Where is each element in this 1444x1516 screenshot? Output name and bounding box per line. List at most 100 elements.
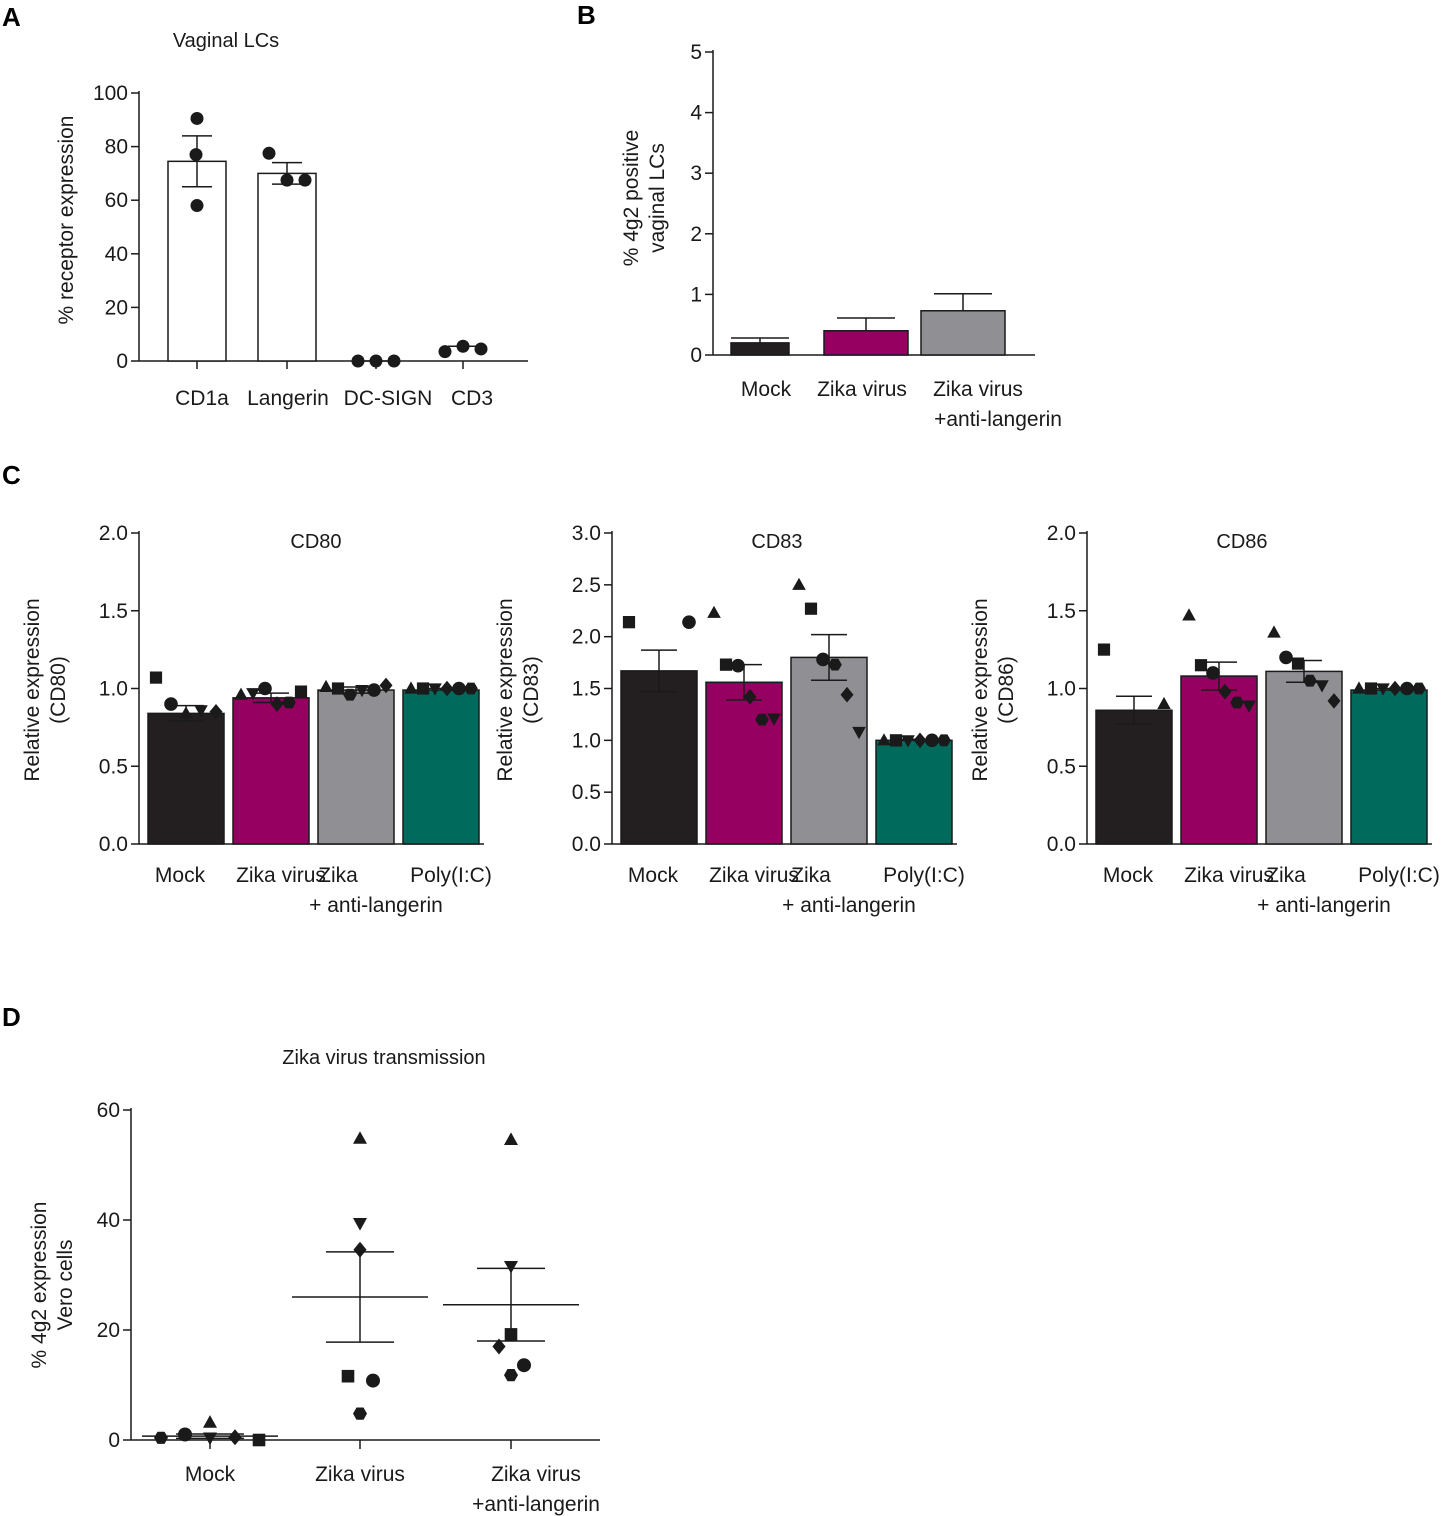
chart-c1-bar xyxy=(317,689,395,845)
panel-letter-c: C xyxy=(2,460,21,490)
chart-a-x-tick-label: CD3 xyxy=(451,387,493,410)
chart-a-y-tick-label: 100 xyxy=(93,82,128,105)
chart-c2-x-tick-label: + anti-langerin xyxy=(782,894,916,917)
chart-a-point xyxy=(369,354,383,368)
chart-c2-point xyxy=(792,577,806,590)
chart-a-bar xyxy=(257,172,317,362)
chart-d-point xyxy=(353,1407,367,1420)
chart-b-y-tick-label: 3 xyxy=(690,162,702,185)
panel-letter-b: B xyxy=(577,0,596,30)
chart-c2-point xyxy=(925,733,939,748)
chart-c3-point xyxy=(1327,693,1341,709)
chart-c1-point xyxy=(194,705,208,718)
chart-b-bar xyxy=(823,330,909,356)
chart-d-point xyxy=(353,1241,367,1258)
chart-c2-point xyxy=(743,689,757,705)
chart-c1-point xyxy=(149,671,163,684)
chart-a-point xyxy=(438,345,452,359)
chart-d-y-axis-label: Vero cells xyxy=(54,1239,77,1330)
chart-a-point xyxy=(474,342,488,356)
chart-c1-point xyxy=(428,683,442,696)
panel-letter-d: D xyxy=(2,1002,21,1032)
chart-b-y-tick-label: 0 xyxy=(690,344,702,367)
chart-a-title: Vaginal LCs xyxy=(173,30,279,52)
chart-b-x-tick-label: Zika virus xyxy=(933,378,1023,401)
chart-c3-point xyxy=(1315,680,1329,693)
chart-d-x-tick-label: Mock xyxy=(185,1463,236,1486)
chart-c3-point xyxy=(1230,696,1244,709)
chart-a-y-tick-label: 80 xyxy=(105,136,128,159)
chart-c1-point xyxy=(282,696,296,709)
chart-c1-x-tick-label: + anti-langerin xyxy=(309,894,443,917)
chart-d-point xyxy=(203,1432,217,1446)
chart-c2-point xyxy=(840,686,854,703)
chart-c3-x-tick-label: Zika virus xyxy=(1184,864,1274,887)
chart-b-x-tick-label: +anti-langerin xyxy=(934,408,1062,431)
chart-d-point xyxy=(353,1218,367,1231)
chart-c1-y-axis-label: (CD80) xyxy=(47,656,70,724)
chart-c2-point xyxy=(755,713,769,726)
chart-c2-point xyxy=(901,735,915,748)
chart-b-y-tick-label: 5 xyxy=(690,41,702,64)
chart-c2-x-tick-label: Zika xyxy=(791,864,831,887)
chart-c2-title: CD83 xyxy=(751,531,802,553)
chart-c2-point xyxy=(719,658,733,671)
chart-c3-point xyxy=(1412,682,1426,695)
chart-c2-y-tick-label: 0.0 xyxy=(572,833,601,856)
chart-d-point xyxy=(492,1338,506,1355)
chart-b-y-tick-label: 1 xyxy=(690,283,702,306)
chart-d-point xyxy=(504,1369,518,1382)
chart-c1-point xyxy=(379,677,393,694)
chart-c2-x-tick-label: Poly(I:C) xyxy=(883,864,965,887)
chart-c3-x-tick-label: Poly(I:C) xyxy=(1358,864,1440,887)
chart-c1-y-tick-label: 2.0 xyxy=(99,522,128,545)
chart-b-bar xyxy=(730,342,790,356)
chart-c3-bar xyxy=(1350,689,1428,845)
chart-c1-bar xyxy=(232,697,310,845)
chart-a-point xyxy=(190,111,204,125)
chart-c2-point xyxy=(682,615,696,629)
chart-a-point xyxy=(262,146,276,160)
chart-d-point xyxy=(228,1429,242,1446)
panel-letter-a: A xyxy=(2,2,21,32)
chart-a-y-tick-label: 20 xyxy=(105,296,128,319)
chart-c1-y-tick-label: 0.5 xyxy=(99,755,128,778)
chart-c2-bar xyxy=(705,681,783,845)
chart-c1-point xyxy=(331,682,345,695)
chart-c3-bar xyxy=(1095,709,1173,845)
chart-a-y-tick-label: 0 xyxy=(116,350,128,373)
chart-c1-x-tick-label: Zika virus xyxy=(236,864,326,887)
chart-c1-point xyxy=(367,683,381,697)
chart-c2-bar xyxy=(790,656,868,845)
chart-c2-point xyxy=(767,713,781,726)
chart-a-point xyxy=(456,339,470,353)
chart-c3-y-tick-label: 0.5 xyxy=(1047,755,1076,778)
chart-a-x-tick-label: Langerin xyxy=(247,387,329,410)
chart-d-point xyxy=(353,1131,367,1144)
chart-c1-title: CD80 xyxy=(290,531,341,553)
chart-c1-point xyxy=(404,681,418,694)
chart-c3-point xyxy=(1291,657,1305,670)
chart-d-point xyxy=(178,1427,192,1442)
chart-c3-title: CD86 xyxy=(1216,531,1267,553)
chart-c2-point xyxy=(731,658,745,673)
chart-c2-point xyxy=(816,652,830,667)
chart-c1-point xyxy=(319,679,333,692)
chart-c3-x-tick-label: Zika xyxy=(1266,864,1306,887)
chart-b-y-axis-label: % 4g2 positive xyxy=(620,130,643,267)
chart-c1-bar xyxy=(402,689,480,845)
chart-c1-x-tick-label: Mock xyxy=(155,864,206,887)
chart-c1-x-tick-label: Poly(I:C) xyxy=(410,864,492,887)
chart-b-y-tick-label: 2 xyxy=(690,223,702,246)
chart-c2-point xyxy=(707,605,721,618)
chart-c3-point xyxy=(1194,659,1208,672)
chart-a-vaginal-lcs: Vaginal LCs 0 20 40 60 80 100 % receptor expres… xyxy=(55,30,528,410)
chart-c3-point xyxy=(1267,625,1281,638)
chart-d-y-tick-label: 60 xyxy=(97,1099,120,1122)
chart-a-x-tick-label: CD1a xyxy=(175,387,229,410)
chart-a-y-tick-label: 60 xyxy=(105,189,128,212)
chart-c3-point xyxy=(1206,666,1220,680)
chart-c2-x-tick-label: Mock xyxy=(628,864,679,887)
chart-c2-y-tick-label: 2.0 xyxy=(572,626,601,649)
